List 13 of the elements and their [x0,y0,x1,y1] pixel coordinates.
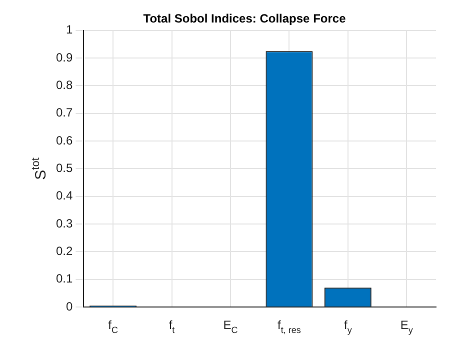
y-tick-label: 0.4 [56,188,73,203]
y-tick-label: 0.2 [56,244,73,258]
y-tick-label: 0.3 [56,216,73,230]
y-tick-label: 0 [66,299,73,314]
y-tick-label: 0.8 [56,78,73,92]
y-tick-label: 0.6 [56,133,73,148]
y-tick-label: 0.5 [56,161,73,176]
chart-title: Total Sobol Indices: Collapse Force [143,12,346,26]
y-tick-label: 0.7 [56,106,73,120]
y-tick-label: 1 [66,22,73,37]
y-tick-label: 0.1 [56,272,73,286]
y-tick-label: 0.9 [56,50,73,64]
y-axis-title: Stot [30,158,50,180]
